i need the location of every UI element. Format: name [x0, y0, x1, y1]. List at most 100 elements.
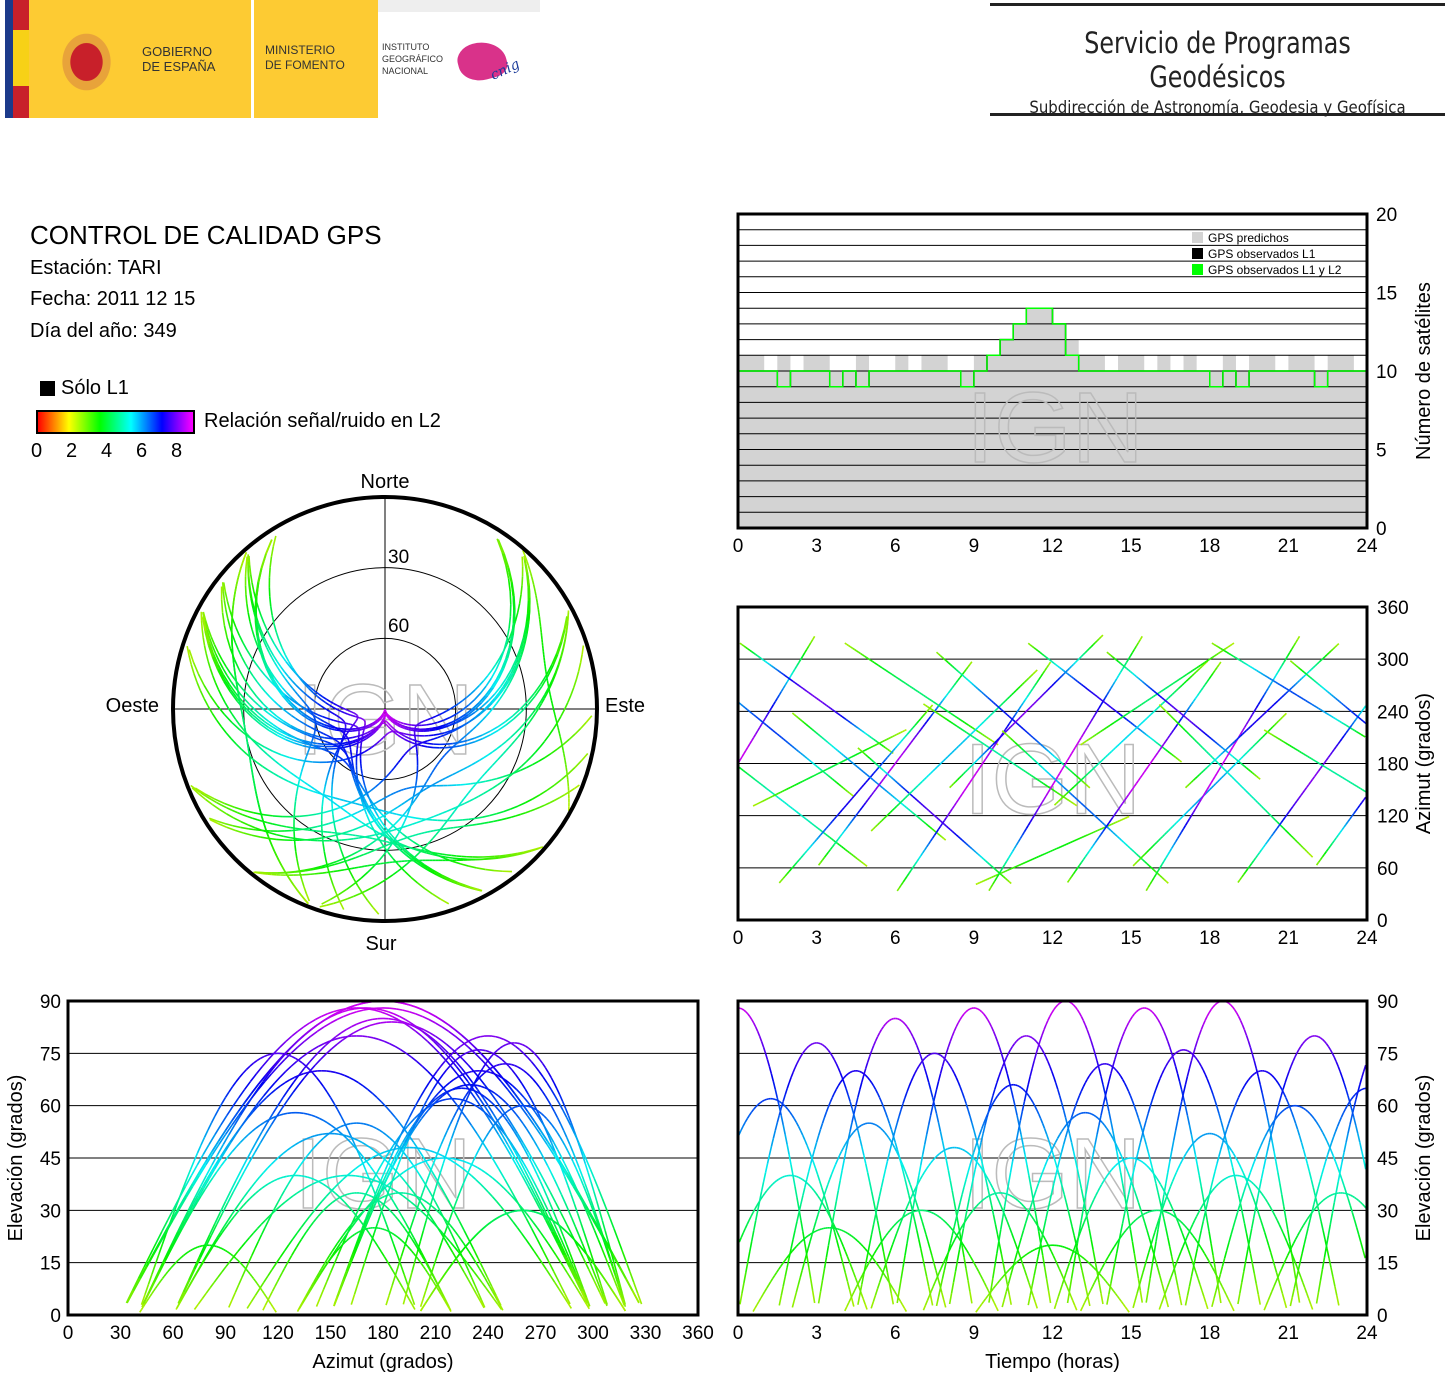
satellite-track-segment	[413, 1123, 419, 1130]
satellite-track-segment	[454, 1029, 463, 1036]
satellite-track-segment	[392, 1140, 397, 1145]
satellite-track-segment	[1131, 648, 1136, 654]
satellite-track-segment	[799, 780, 803, 784]
y-tick-label: 10	[1376, 362, 1397, 383]
satellite-track-segment	[221, 1228, 226, 1234]
satellite-track-segment	[797, 1125, 802, 1131]
satellite-track-segment	[1017, 838, 1022, 843]
satellite-track-segment	[879, 820, 883, 824]
satellite-track-segment	[471, 1286, 477, 1295]
satellite-track-segment	[1013, 690, 1017, 694]
satellite-track-segment	[324, 1205, 329, 1210]
satellite-track-segment	[875, 663, 879, 666]
satellite-track-segment	[1343, 723, 1347, 726]
satellite-track-segment	[334, 1037, 341, 1041]
satellite-track-segment	[906, 744, 910, 749]
satellite-track-segment	[874, 780, 878, 784]
satellite-track-segment	[352, 1233, 356, 1237]
satellite-track-segment	[534, 1065, 540, 1072]
satellite-track-segment	[752, 777, 756, 781]
satellite-track-segment	[801, 815, 805, 819]
satellite-track-segment	[484, 1084, 491, 1093]
satellite-track-segment	[223, 1248, 226, 1252]
satellite-track-segment	[582, 1249, 587, 1254]
satellite-track-segment	[1245, 767, 1249, 771]
satellite-track-segment	[1041, 693, 1045, 697]
satellite-track-segment	[1335, 834, 1339, 839]
satellite-track-segment	[994, 740, 999, 745]
satellite-track-segment	[585, 1191, 590, 1199]
satellite-track-segment	[1254, 668, 1258, 672]
satellite-track-segment	[944, 708, 948, 712]
satellite-track-segment	[964, 721, 968, 725]
satellite-track-segment	[932, 701, 936, 704]
satellite-track-segment	[851, 723, 855, 726]
satellite-track-segment	[566, 1150, 571, 1157]
satellite-track-segment	[1268, 813, 1272, 817]
satellite-track-segment	[268, 1300, 272, 1305]
satellite-track-segment	[437, 1228, 444, 1234]
satellite-track-segment	[1331, 840, 1335, 844]
satellite-track-segment	[1217, 762, 1221, 766]
x-tick-label: 120	[262, 1323, 294, 1344]
satellite-track-segment	[786, 1144, 790, 1155]
satellite-track-segment	[774, 1089, 779, 1099]
satellite-track-segment	[428, 1018, 436, 1024]
satellite-track-segment	[1076, 680, 1080, 684]
satellite-track-segment	[758, 801, 762, 804]
satellite-track-segment	[263, 1275, 269, 1283]
satellite-track-segment	[331, 1246, 336, 1252]
satellite-track-segment	[449, 1062, 454, 1067]
satellite-track-segment	[452, 1059, 457, 1064]
satellite-track-segment	[1197, 798, 1201, 802]
satellite-track-segment	[858, 859, 862, 863]
satellite-track-segment	[776, 694, 780, 699]
satellite-track-segment	[1194, 805, 1198, 810]
satellite-track-segment	[1002, 700, 1006, 704]
satellite-track-segment	[184, 1175, 193, 1187]
satellite-track-segment	[1157, 749, 1161, 753]
satellite-track-segment	[336, 1247, 342, 1257]
satellite-track-segment	[791, 807, 795, 811]
satellite-track-segment	[571, 1264, 577, 1274]
satellite-track-segment	[482, 1136, 487, 1142]
satellite-track-segment	[1069, 769, 1073, 773]
satellite-track-segment	[965, 842, 969, 846]
satellite-track-segment	[766, 1059, 771, 1067]
satellite-track-segment	[456, 1114, 461, 1123]
satellite-track-segment	[451, 1234, 456, 1242]
satellite-track-segment	[560, 1245, 568, 1258]
satellite-track-segment	[1351, 721, 1355, 726]
satellite-track-segment	[816, 697, 820, 701]
satellite-track-segment	[353, 1029, 360, 1034]
satellite-track-segment	[211, 1154, 219, 1166]
satellite-track-segment	[1286, 831, 1290, 835]
satellite-track-segment	[918, 855, 922, 860]
satellite-track-segment	[918, 718, 922, 722]
satellite-track-segment	[1349, 724, 1353, 729]
satellite-track-segment	[474, 1097, 482, 1108]
satellite-track-segment	[962, 720, 966, 724]
satellite-track-segment	[1212, 739, 1216, 743]
satellite-track-segment	[402, 1002, 410, 1006]
satellite-track-segment	[593, 1263, 599, 1274]
satellite-track-segment	[1307, 674, 1311, 678]
satellite-track-segment	[480, 1227, 485, 1231]
satellite-track-segment	[416, 1095, 422, 1104]
satellite-track-segment	[804, 689, 808, 692]
satellite-track-segment	[417, 1147, 422, 1150]
satellite-track-segment	[320, 1053, 327, 1060]
satellite-track-segment	[939, 820, 943, 824]
satellite-track-segment	[1010, 867, 1014, 870]
satellite-track-segment	[959, 793, 963, 798]
satellite-track-segment	[567, 1185, 572, 1195]
satellite-track-segment	[1228, 767, 1232, 771]
satellite-track-segment	[935, 651, 940, 655]
satellite-track-segment	[248, 1232, 255, 1238]
satellite-track-segment	[205, 1154, 214, 1166]
satellite-track-segment	[298, 1067, 305, 1076]
satellite-track-segment	[1088, 737, 1091, 741]
satellite-track-segment	[1022, 749, 1027, 753]
satellite-track-segment	[363, 1122, 367, 1126]
satellite-track-segment	[1242, 753, 1246, 757]
